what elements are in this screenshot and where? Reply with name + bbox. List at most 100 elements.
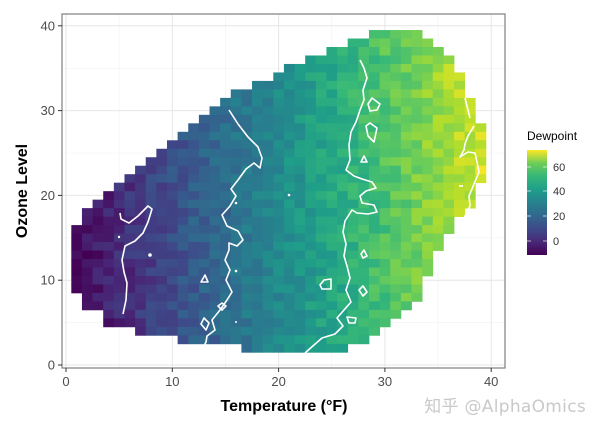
heatmap-cell [156,326,168,336]
heatmap-cell [209,216,221,226]
heatmap-cell [294,284,306,294]
heatmap-cell [230,208,242,217]
heatmap-cell [230,335,242,345]
heatmap-cell [464,114,476,124]
heatmap-cell [283,123,295,133]
heatmap-cell [124,242,136,251]
heatmap-cell [156,301,168,311]
heatmap-cell [326,131,338,141]
contour-loop [360,249,368,259]
heatmap-cell [379,216,391,226]
heatmap-cell [422,106,434,116]
heatmap-cell [283,259,295,268]
heatmap-cell [177,174,189,184]
heatmap-cell [294,72,306,82]
heatmap-cell [294,182,306,192]
heatmap-cell [411,55,423,65]
heatmap-cell [135,191,147,201]
heatmap-cell [368,165,380,175]
heatmap-cell [220,174,232,184]
heatmap-cell [326,191,338,201]
heatmap-cell [294,114,306,124]
heatmap-cell [198,148,210,158]
heatmap-cell [411,30,423,39]
heatmap-cell [124,199,136,209]
heatmap-cell [315,174,327,184]
heatmap-cell [368,250,380,260]
heatmap-cell [273,106,285,116]
heatmap-cell [443,106,455,116]
heatmap-cell [166,301,179,311]
heatmap-cell [390,131,402,141]
x-tick-label: 0 [62,374,69,389]
heatmap-cell [230,259,242,268]
heatmap-cell [432,225,444,234]
heatmap-cell [422,216,434,226]
heatmap-cell [315,326,327,336]
heatmap-cell [400,123,412,133]
heatmap-cell [294,106,306,116]
heatmap-cell [400,174,412,184]
heatmap-cell [283,267,295,277]
heatmap-cell [305,259,317,268]
heatmap-cell [241,199,253,209]
heatmap-cell [198,335,210,345]
contour-line-30 [202,109,263,351]
heatmap-cell [411,250,423,260]
heatmap-cell [177,267,189,277]
heatmap-cell [156,242,168,251]
heatmap-cell [156,233,168,243]
heatmap-cell [368,114,380,124]
heatmap-cell [166,216,179,226]
heatmap-cell [337,267,349,277]
heatmap-cell [220,326,232,336]
heatmap-cell [209,267,221,277]
heatmap-cell [81,292,93,302]
heatmap-cell [273,89,285,99]
heatmap-cell [411,242,423,251]
heatmap-cell [262,216,274,226]
heatmap-cell [283,309,295,319]
heatmap-cell [198,318,210,328]
heatmap-cell [209,165,221,175]
heatmap-cell [432,174,444,184]
heatmap-cell [305,89,317,99]
heatmap-cell [262,343,274,353]
heatmap-cell [177,309,189,319]
heatmap-cell [305,335,317,345]
heatmap-cell [252,301,264,311]
heatmap-cell [422,233,434,243]
heatmap-cell [347,216,359,226]
heatmap-cell [358,191,370,201]
heatmap-cell [454,199,466,209]
heatmap-cell [358,326,370,336]
heatmap-cell [166,275,179,285]
heatmap-cell [113,182,125,192]
heatmap-cell [283,199,295,209]
heatmap-cell [177,275,189,285]
heatmap-cell [209,318,221,328]
heatmap-cell [252,80,264,90]
heatmap-cell [411,191,423,201]
heatmap-cell [92,284,104,294]
heatmap-cell [305,292,317,302]
heatmap-cell [443,63,455,73]
heatmap-cell [326,148,338,158]
heatmap-cell [411,199,423,209]
heatmap-cell [252,131,264,141]
heatmap-cell [368,225,380,234]
heatmap-cell [188,199,200,209]
heatmap-cell [145,225,157,234]
heatmap-cell [294,233,306,243]
heatmap-cell [283,140,295,150]
heatmap-cell [294,216,306,226]
heatmap-cell [294,80,306,90]
heatmap-cell [209,301,221,311]
heatmap-cell [273,199,285,209]
heatmap-cell [209,191,221,201]
heatmap-cell [390,38,402,48]
heatmap-cell [294,63,306,73]
heatmap-cell [198,275,210,285]
heatmap-cell [347,63,359,73]
heatmap-cell [411,267,423,277]
